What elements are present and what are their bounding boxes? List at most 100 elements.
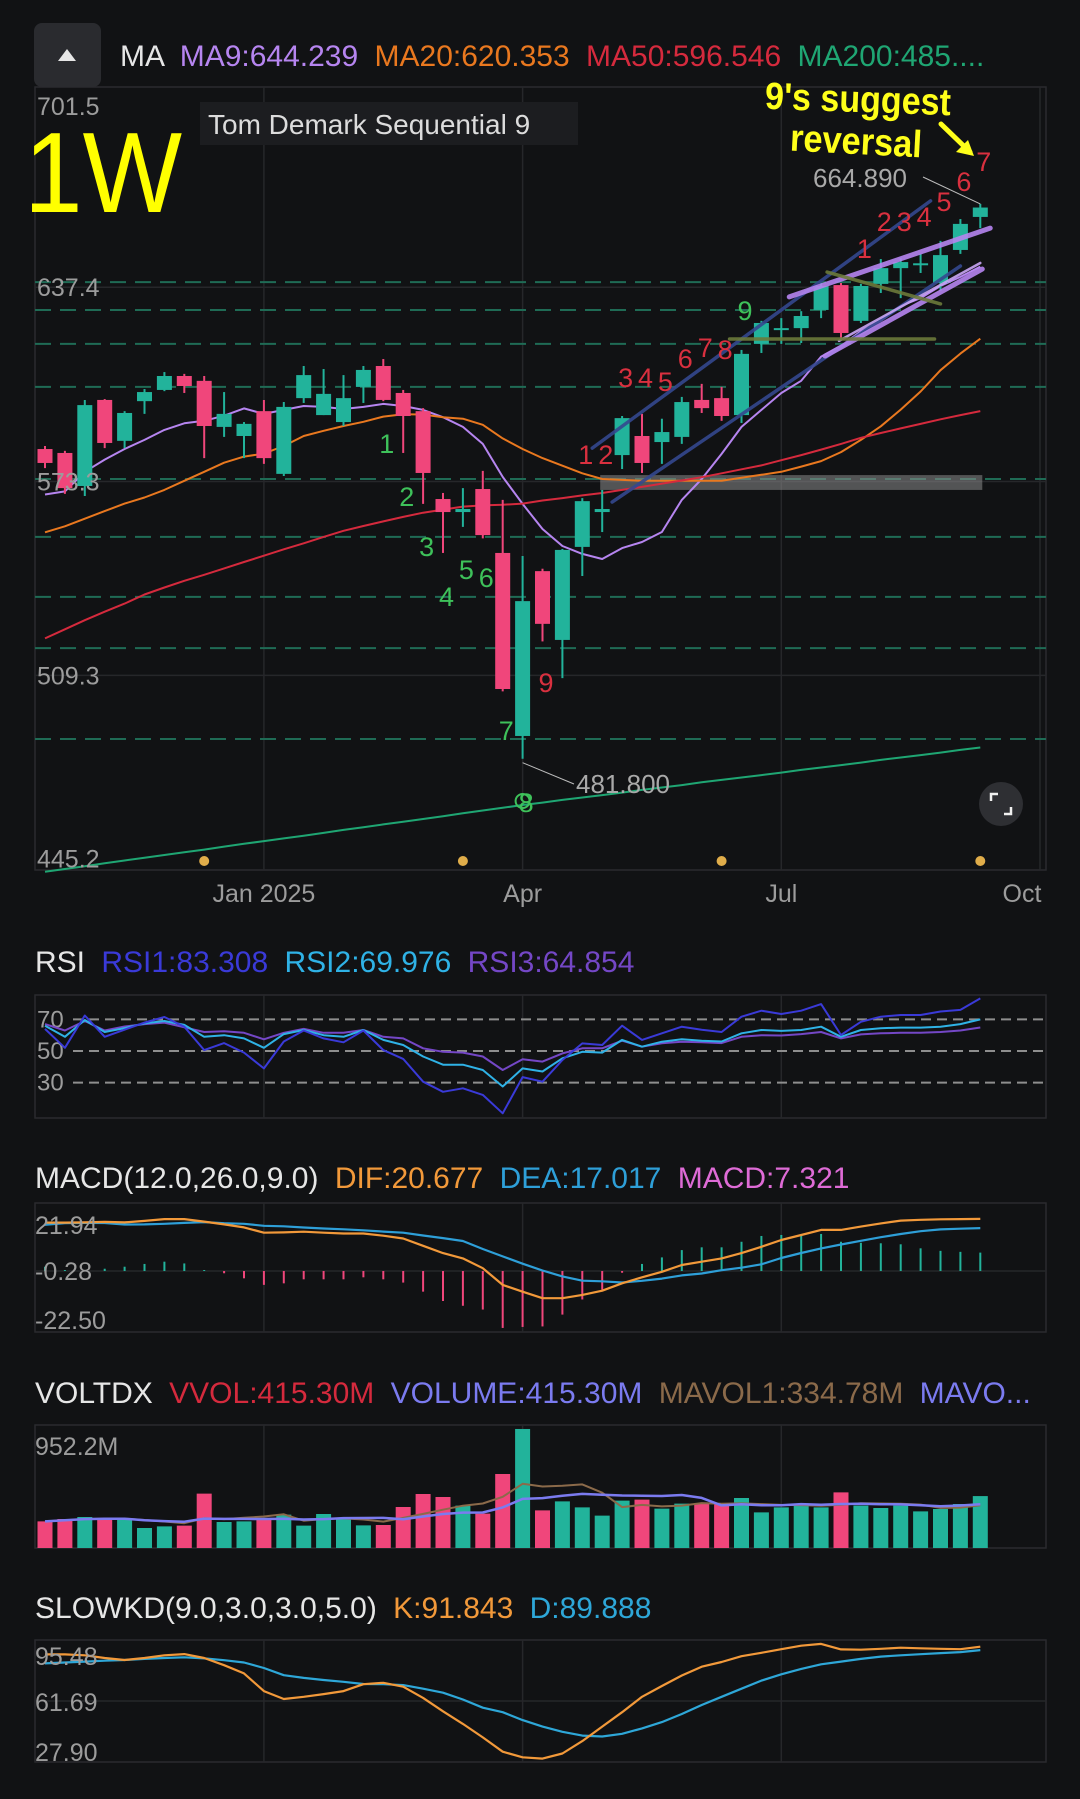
channel-drawing-line[interactable]	[590, 199, 933, 450]
volume-bar[interactable]	[972, 1496, 988, 1548]
candle[interactable]	[594, 489, 610, 533]
trend-drawing-line[interactable]	[822, 266, 985, 359]
candle[interactable]	[296, 366, 312, 403]
candle[interactable]	[495, 499, 511, 692]
volume-bar[interactable]	[296, 1525, 312, 1548]
volume-bar[interactable]	[734, 1498, 749, 1548]
volume-bar[interactable]	[375, 1525, 391, 1548]
volume-bar[interactable]	[117, 1518, 133, 1548]
volume-bar[interactable]	[77, 1517, 93, 1548]
volume-bar[interactable]	[57, 1519, 73, 1548]
candle[interactable]	[37, 445, 53, 469]
volume-bar[interactable]	[813, 1507, 829, 1548]
candle[interactable]	[813, 282, 829, 319]
volume-bar[interactable]	[554, 1501, 570, 1548]
volume-bar[interactable]	[873, 1508, 889, 1548]
volume-bar[interactable]	[674, 1503, 690, 1548]
candle[interactable]	[176, 373, 192, 393]
candle[interactable]	[216, 392, 232, 437]
candle[interactable]	[694, 383, 710, 413]
dividend-marker[interactable]	[975, 856, 986, 866]
price-zone-rect[interactable]	[600, 475, 983, 490]
trend-thin-drawing-line[interactable]	[837, 261, 982, 343]
candle[interactable]	[634, 413, 650, 473]
candle[interactable]	[256, 399, 272, 464]
volume-bar[interactable]	[276, 1514, 292, 1548]
candle[interactable]	[375, 359, 391, 402]
candle[interactable]	[674, 396, 690, 444]
volume-bar[interactable]	[853, 1505, 869, 1548]
candle[interactable]	[415, 408, 431, 504]
volume-bar[interactable]	[176, 1525, 192, 1548]
candle[interactable]	[714, 386, 730, 421]
volume-bar[interactable]	[156, 1526, 172, 1548]
volume-bar[interactable]	[97, 1518, 113, 1548]
dividend-marker[interactable]	[716, 856, 727, 866]
volume-bar[interactable]	[694, 1503, 710, 1548]
volume-bar[interactable]	[574, 1507, 590, 1548]
candle[interactable]	[574, 498, 590, 576]
volume-bar[interactable]	[137, 1528, 152, 1548]
volume-bar[interactable]	[714, 1503, 730, 1548]
support-drawing-line[interactable]	[825, 270, 943, 306]
volume-bar[interactable]	[833, 1492, 849, 1548]
volume-bar[interactable]	[893, 1505, 909, 1548]
candle[interactable]	[276, 402, 292, 476]
candle[interactable]	[853, 283, 869, 323]
candle[interactable]	[395, 389, 411, 453]
slowkd-panel[interactable]: 95.48 61.69 27.90	[34, 1639, 1047, 1767]
volume-panel[interactable]: 952.2M	[34, 1424, 1047, 1549]
volume-bar[interactable]	[395, 1507, 411, 1548]
volume-bar[interactable]	[336, 1518, 351, 1548]
volume-bar[interactable]	[793, 1504, 809, 1548]
candle[interactable]	[156, 372, 172, 392]
volume-bar[interactable]	[614, 1500, 630, 1548]
candle[interactable]	[535, 568, 550, 642]
volume-bar[interactable]	[196, 1493, 212, 1548]
candle[interactable]	[137, 389, 152, 414]
candle[interactable]	[455, 488, 471, 527]
ma-toggle-button[interactable]	[34, 23, 101, 87]
volume-bar[interactable]	[415, 1494, 431, 1548]
candle[interactable]	[77, 399, 93, 496]
candle[interactable]	[236, 422, 252, 459]
volume-bar[interactable]	[236, 1521, 252, 1548]
volume-bar[interactable]	[933, 1509, 948, 1548]
volume-bar[interactable]	[216, 1522, 232, 1548]
volume-bar[interactable]	[654, 1508, 670, 1548]
candle[interactable]	[355, 366, 371, 403]
volume-bar[interactable]	[455, 1505, 471, 1548]
candle[interactable]	[336, 375, 351, 426]
volume-bar[interactable]	[913, 1511, 929, 1548]
volume-bar[interactable]	[435, 1497, 451, 1548]
volume-bar[interactable]	[355, 1525, 371, 1548]
trend-drawing-line[interactable]	[786, 225, 993, 300]
candle[interactable]	[196, 376, 212, 459]
volume-bar[interactable]	[634, 1499, 650, 1548]
candle[interactable]	[117, 411, 133, 449]
volume-bar[interactable]	[773, 1507, 789, 1548]
candle[interactable]	[913, 253, 929, 273]
candle[interactable]	[316, 369, 332, 416]
fullscreen-button[interactable]	[979, 782, 1023, 826]
candle[interactable]	[57, 450, 73, 494]
volume-bar[interactable]	[316, 1514, 332, 1548]
volume-bar[interactable]	[475, 1513, 491, 1548]
volume-bar[interactable]	[256, 1519, 272, 1548]
candle[interactable]	[972, 203, 988, 229]
candle[interactable]	[734, 349, 749, 423]
volume-bar[interactable]	[753, 1512, 769, 1548]
candle[interactable]	[654, 418, 670, 464]
dividend-marker[interactable]	[457, 856, 468, 866]
volume-bar[interactable]	[594, 1515, 610, 1548]
candle[interactable]	[435, 492, 451, 553]
candle[interactable]	[515, 555, 531, 759]
volume-bar[interactable]	[495, 1474, 511, 1548]
volume-bar[interactable]	[515, 1428, 531, 1548]
dividend-marker[interactable]	[199, 856, 210, 866]
candle[interactable]	[554, 549, 570, 679]
candle[interactable]	[475, 470, 491, 539]
macd-panel[interactable]: 21.94 -0.28 -22.50	[34, 1202, 1047, 1335]
